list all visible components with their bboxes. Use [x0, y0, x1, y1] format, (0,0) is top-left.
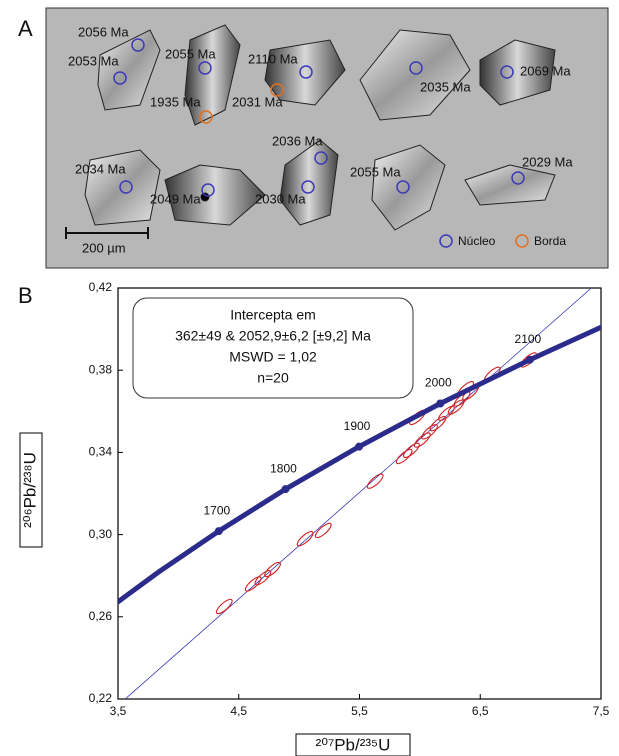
legend-symbol — [439, 234, 453, 248]
y-tick-label: 0,38 — [89, 362, 113, 376]
axis-label-box — [19, 432, 43, 548]
concordia-curve — [118, 324, 601, 605]
y-tick-label: 0,26 — [89, 609, 113, 623]
error-ellipse — [403, 442, 420, 459]
age-marker — [436, 399, 445, 408]
error-ellipse — [438, 405, 455, 422]
y-tick-label: 0,22 — [89, 691, 113, 705]
age-label: 1900 — [344, 419, 371, 433]
spot-label: 2029 Ma — [522, 154, 573, 169]
spot-label: 2055 Ma — [165, 46, 216, 61]
spot-label: 2036 Ma — [272, 133, 323, 148]
y-tick-label: 0,42 — [89, 280, 113, 294]
age-marker — [355, 442, 364, 451]
spots — [113, 38, 525, 197]
age-marker — [525, 355, 534, 364]
axis-label-box — [295, 733, 411, 756]
scale-bar — [65, 227, 149, 239]
spot-label: 1935 Ma — [150, 94, 201, 109]
annotation: n=20 — [257, 370, 289, 386]
error-ellipse — [413, 432, 431, 448]
panel-label: A — [18, 16, 33, 41]
error-ellipse — [395, 448, 413, 465]
annotation: MSWD = 1,02 — [229, 349, 317, 365]
grains — [84, 24, 556, 231]
legend-label: Núcleo — [458, 234, 496, 248]
y-tick-label: 0,30 — [89, 527, 113, 541]
spot-label: 2049 Ma — [150, 191, 201, 206]
spot-label: 2035 Ma — [420, 79, 471, 94]
x-tick-label: 7,5 — [593, 704, 610, 718]
spot-label: 2031 Ma — [232, 94, 283, 109]
scale-bar-label: 200 µm — [82, 240, 126, 255]
panel-a: A 2056 Ma 2053 Ma 2055 Ma — [18, 7, 609, 269]
spot-label: 2030 Ma — [255, 191, 306, 206]
error-ellipse — [314, 522, 332, 539]
panel-label: B — [18, 283, 33, 308]
age-label: 2000 — [425, 376, 452, 390]
error-ellipse — [215, 598, 233, 615]
age-label: 1700 — [203, 503, 230, 517]
spot-label: 2034 Ma — [75, 161, 126, 176]
panel-b: B 3,5 4,5 5,5 6,5 7,5 0,22 0,26 0,30 0,34 0,38 0,4… — [18, 280, 610, 756]
spot-labels: 2056 Ma 2053 Ma 2055 Ma 1935 Ma 2110 Ma … — [68, 24, 573, 206]
legend-label: Borda — [534, 234, 566, 248]
error-ellipse — [254, 570, 272, 586]
y-axis-label: ²⁰⁶Pb/²³⁸U — [20, 452, 39, 528]
spot-label: 2053 Ma — [68, 53, 119, 68]
error-ellipse — [296, 531, 314, 547]
annotation: Intercepta em — [230, 307, 316, 323]
spot-label: 2055 Ma — [350, 164, 401, 179]
y-tick-label: 0,34 — [89, 445, 113, 459]
x-axis-label: ²⁰⁷Pb/²³⁵U — [316, 735, 391, 754]
x-tick-label: 4,5 — [230, 704, 247, 718]
error-ellipse — [244, 576, 262, 592]
x-tick-label: 3,5 — [110, 704, 127, 718]
annotation: 362±49 & 2052,9±6,2 [±9,2] Ma — [175, 328, 371, 344]
error-ellipse — [429, 415, 447, 432]
spot-label: 2110 Ma — [248, 51, 298, 66]
age-label: 2100 — [515, 332, 542, 346]
discordia-line — [124, 288, 592, 699]
age-marker — [214, 527, 223, 536]
x-tick-label: 6,5 — [472, 704, 489, 718]
annotation-box — [132, 297, 414, 399]
spot-label: 2056 Ma — [78, 24, 129, 39]
x-tick-label: 5,5 — [351, 704, 368, 718]
spot-label: 2069 Ma — [520, 63, 571, 78]
error-ellipse — [264, 561, 281, 578]
age-label: 1800 — [270, 461, 297, 475]
error-ellipse — [421, 424, 438, 440]
error-ellipse — [366, 473, 384, 489]
legend-symbol — [515, 234, 529, 248]
age-marker — [281, 485, 290, 494]
